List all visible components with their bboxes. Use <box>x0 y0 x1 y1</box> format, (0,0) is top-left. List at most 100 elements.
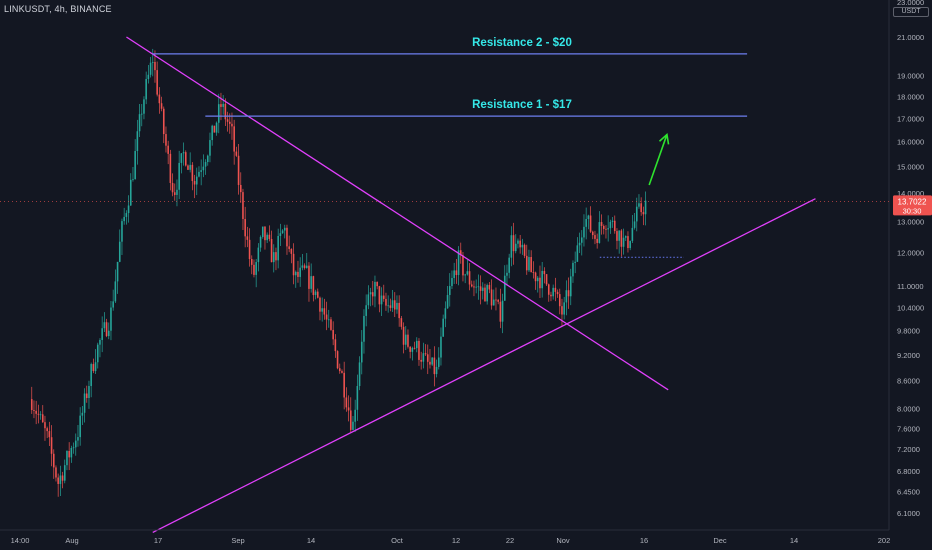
time-tick-label: Aug <box>65 536 78 545</box>
candle-body <box>182 152 185 154</box>
candle-body <box>369 292 372 295</box>
candle-body <box>444 308 447 319</box>
candle-body <box>440 336 442 358</box>
resistance-annotation[interactable]: Resistance 1 - $17 <box>472 99 572 111</box>
price-tick-label: 19.0000 <box>897 72 924 81</box>
candle-body <box>165 134 167 146</box>
candle-body <box>572 262 574 277</box>
candle-body <box>250 259 253 265</box>
candle-body <box>204 162 207 167</box>
price-tick-label: 17.0000 <box>897 114 924 123</box>
candle-body <box>345 397 348 408</box>
candle-body <box>308 265 310 289</box>
candle-body <box>609 221 612 229</box>
last-price-badge <box>893 195 932 216</box>
candle-body <box>501 300 504 322</box>
candle-body <box>488 285 491 290</box>
candle-body <box>88 386 90 399</box>
candle-body <box>508 257 510 273</box>
descending-trendline[interactable] <box>126 36 669 391</box>
candle-body <box>613 220 616 232</box>
candle-body <box>173 192 176 195</box>
candle-body <box>169 153 172 183</box>
drawing-layer[interactable]: Resistance 2 - $20 Resistance 1 - $17 <box>126 36 816 533</box>
candle-body <box>462 255 464 276</box>
time-axis[interactable]: 14:00 Aug 17 Sep 14 Oct 12 22 Nov 16 Dec 14 202 <box>0 529 890 545</box>
projection-arrow-shaft[interactable] <box>648 134 668 186</box>
price-tick-label: 14.0000 <box>897 189 924 198</box>
candle-body <box>79 415 81 438</box>
candle-body <box>475 286 477 288</box>
candle-body <box>202 166 205 171</box>
candle-body <box>354 409 356 422</box>
candle-body <box>215 122 218 133</box>
price-axis[interactable]: 6.1000 6.4500 6.8000 7.2000 7.6000 8.0000 8.60… <box>888 0 924 530</box>
candle-body <box>314 291 317 296</box>
candle-body <box>72 447 75 449</box>
candle-body <box>536 277 539 282</box>
candle-body <box>556 291 559 295</box>
candle-body <box>539 277 541 289</box>
ascending-trendline[interactable] <box>152 198 816 533</box>
candle-body <box>356 386 359 410</box>
candle-body <box>39 414 42 416</box>
candle-body <box>156 70 158 95</box>
candle-body <box>70 448 73 458</box>
candle-body <box>591 231 594 236</box>
candle-body <box>640 203 642 213</box>
time-tick-label: 16 <box>640 536 648 545</box>
candle-body <box>635 206 638 222</box>
candle-body <box>105 322 108 337</box>
time-tick-label: Dec <box>713 536 727 545</box>
candle-body <box>409 346 411 352</box>
candle-body <box>587 215 590 219</box>
currency-unit-badge[interactable]: USDT <box>893 7 929 17</box>
candle-body <box>239 184 242 193</box>
candle-body <box>281 230 284 234</box>
candle-body <box>589 215 592 232</box>
candle-body <box>312 276 315 296</box>
price-tick-label: 9.8000 <box>897 326 920 335</box>
candle-body <box>114 281 117 302</box>
candle-body <box>138 114 141 132</box>
candle-body <box>81 412 84 416</box>
candle-body <box>453 270 455 279</box>
price-tick-label: 8.6000 <box>897 377 920 386</box>
candle-body <box>222 103 224 107</box>
candle-body <box>160 103 163 109</box>
candle-body <box>611 220 614 222</box>
candle-body <box>206 155 209 163</box>
candle-body <box>618 230 620 241</box>
candle-body <box>616 231 618 241</box>
candle-body <box>121 221 123 242</box>
candle-body <box>233 126 235 152</box>
candle-body <box>61 475 64 481</box>
candle-body <box>195 176 198 185</box>
candle-body <box>305 265 308 268</box>
candle-body <box>74 440 77 448</box>
candle-body <box>110 307 112 331</box>
candle-body <box>158 94 161 104</box>
candle-body <box>466 271 469 275</box>
candle-body <box>145 79 147 100</box>
candle-body <box>378 286 381 305</box>
candle-body <box>477 286 480 288</box>
candle-body <box>220 104 222 107</box>
candle-body <box>310 276 312 289</box>
price-tick-label: 13.0000 <box>897 218 924 227</box>
candle-body <box>426 354 429 362</box>
candle-body <box>486 285 488 302</box>
time-tick-label: Nov <box>556 536 570 545</box>
candle-body <box>510 235 513 258</box>
candle-body <box>602 225 605 229</box>
symbol-title[interactable]: LINKUSDT, 4h, BINANCE <box>4 4 112 14</box>
price-tick-label: 12.0000 <box>897 248 924 257</box>
candle-body <box>431 357 433 365</box>
candle-body <box>301 265 304 268</box>
candle-body <box>294 271 297 276</box>
candle-body <box>48 431 51 438</box>
candle-body <box>272 252 275 263</box>
resistance-annotation[interactable]: Resistance 2 - $20 <box>472 37 572 49</box>
candle-body <box>532 272 535 273</box>
